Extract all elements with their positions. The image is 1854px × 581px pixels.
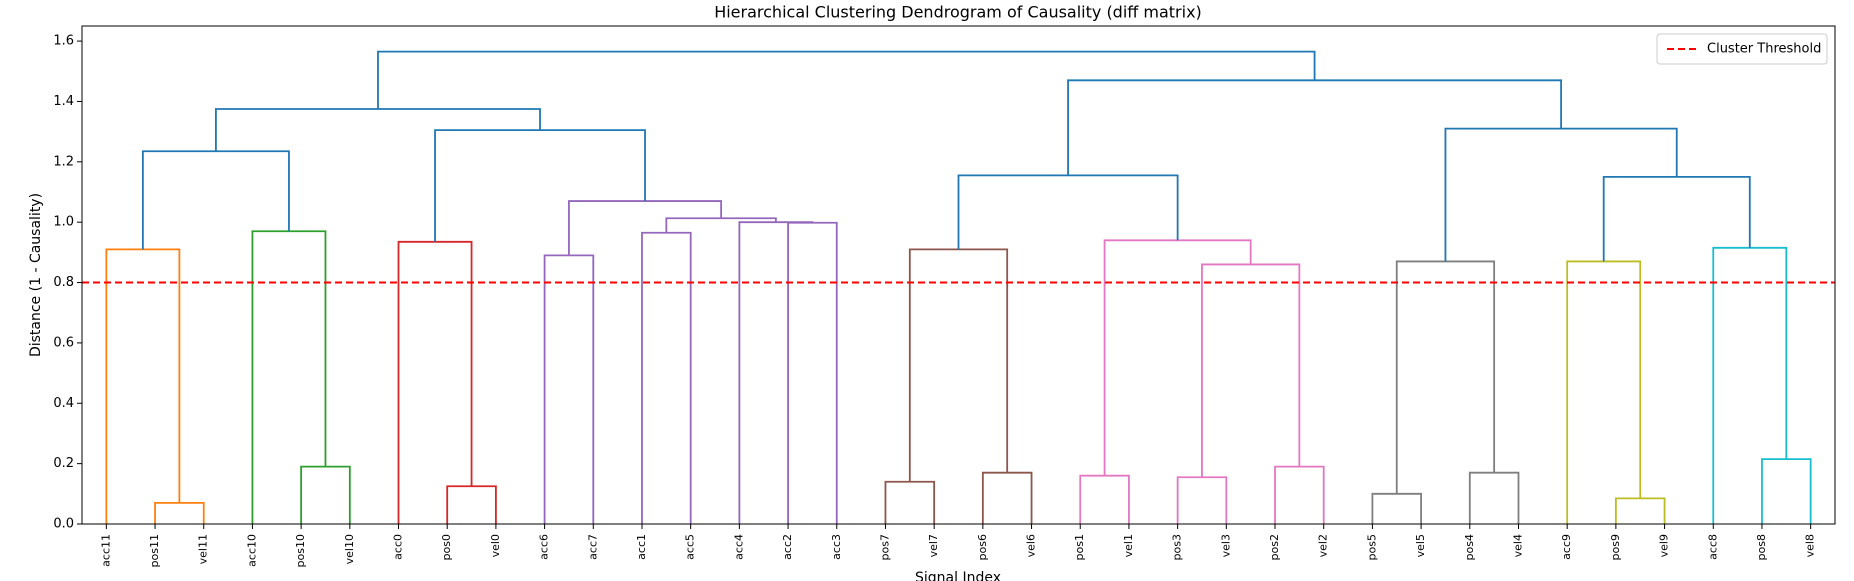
leaf-label: pos7 xyxy=(878,534,891,560)
dendrogram-link xyxy=(1616,498,1665,524)
leaf-label: pos0 xyxy=(440,534,453,560)
leaf-label: vel2 xyxy=(1317,534,1330,557)
dendrogram-link xyxy=(959,175,1178,249)
y-tick-label: 0.8 xyxy=(53,275,74,290)
dendrogram-link xyxy=(399,242,472,524)
leaf-label: pos5 xyxy=(1365,534,1378,560)
leaf-label: vel6 xyxy=(1025,534,1038,557)
dendrogram-link xyxy=(666,218,776,232)
leaf-label: vel7 xyxy=(927,534,940,557)
y-tick-label: 1.0 xyxy=(53,215,74,230)
dendrogram-link xyxy=(788,223,837,524)
y-tick-label: 0.4 xyxy=(53,396,74,411)
leaf-label: vel0 xyxy=(489,534,502,557)
legend-label: Cluster Threshold xyxy=(1707,42,1821,57)
y-tick-label: 1.2 xyxy=(53,154,74,169)
x-axis-label: Signal Index xyxy=(915,570,1001,581)
chart-title: Hierarchical Clustering Dendrogram of Ca… xyxy=(714,3,1202,22)
leaf-label: acc6 xyxy=(538,534,551,560)
leaf-label: vel5 xyxy=(1414,534,1427,557)
leaf-label: pos2 xyxy=(1268,534,1281,560)
dendrogram-link xyxy=(1445,129,1676,262)
dendrogram-link xyxy=(1567,261,1640,524)
dendrogram-link xyxy=(1470,473,1519,524)
dendrogram-link xyxy=(447,486,496,524)
dendrogram-link xyxy=(642,233,691,524)
leaf-label: pos8 xyxy=(1755,534,1768,560)
y-tick-label: 0.2 xyxy=(53,456,74,471)
dendrogram-link xyxy=(885,482,934,524)
leaf-label: acc9 xyxy=(1560,534,1573,560)
leaf-label: pos9 xyxy=(1609,534,1622,560)
dendrogram-link xyxy=(301,467,350,524)
dendrogram-link xyxy=(1202,264,1299,477)
leaf-label: pos11 xyxy=(148,534,161,567)
dendrogram-link xyxy=(143,151,289,249)
dendrogram-link xyxy=(1080,476,1129,524)
leaf-label: pos10 xyxy=(294,534,307,567)
dendrogram-link xyxy=(545,255,594,524)
leaf-label: acc0 xyxy=(392,534,405,560)
y-axis-label: Distance (1 - Causality) xyxy=(28,193,44,357)
y-tick-label: 0.6 xyxy=(53,335,74,350)
leaf-label: vel11 xyxy=(197,534,210,564)
leaf-label: acc10 xyxy=(245,534,258,567)
leaf-label: acc11 xyxy=(99,534,112,567)
leaf-label: vel4 xyxy=(1511,534,1524,557)
dendrogram-link xyxy=(983,473,1032,524)
leaf-label: acc3 xyxy=(830,534,843,560)
dendrogram-link xyxy=(569,201,721,255)
dendrogram-link xyxy=(910,249,1007,481)
leaf-label: pos1 xyxy=(1073,534,1086,560)
leaf-label: acc8 xyxy=(1706,534,1719,560)
leaf-label: acc2 xyxy=(781,534,794,560)
y-tick-label: 1.6 xyxy=(53,34,74,49)
dendrogram-link xyxy=(1713,248,1786,524)
dendrogram-link xyxy=(1604,177,1750,262)
leaf-label: acc7 xyxy=(586,534,599,560)
leaf-label: pos4 xyxy=(1463,534,1476,560)
leaf-label: vel8 xyxy=(1804,534,1817,557)
leaf-label: vel10 xyxy=(343,534,356,564)
leaf-label: pos3 xyxy=(1171,534,1184,560)
dendrogram-link xyxy=(1275,467,1324,524)
leaf-label: vel9 xyxy=(1658,534,1671,557)
dendrogram-link xyxy=(1372,494,1421,524)
plot-frame xyxy=(82,26,1835,524)
dendrogram-link xyxy=(739,222,812,524)
leaf-label: acc5 xyxy=(684,534,697,560)
dendrogram-link xyxy=(1397,261,1494,493)
dendrogram-link xyxy=(1762,459,1811,524)
dendrogram-link xyxy=(252,231,325,524)
leaf-label: vel1 xyxy=(1122,534,1135,557)
dendrogram-link xyxy=(1178,477,1227,524)
y-tick-label: 0.0 xyxy=(53,517,74,532)
dendrogram-link xyxy=(435,130,645,242)
y-tick-label: 1.4 xyxy=(53,94,74,109)
dendrogram-link xyxy=(106,249,179,524)
leaf-label: vel3 xyxy=(1219,534,1232,557)
leaf-label: acc4 xyxy=(732,534,745,560)
leaf-label: acc1 xyxy=(635,534,648,560)
leaf-label: pos6 xyxy=(976,534,989,560)
dendrogram-link xyxy=(155,503,204,524)
dendrogram-link xyxy=(1105,240,1251,475)
